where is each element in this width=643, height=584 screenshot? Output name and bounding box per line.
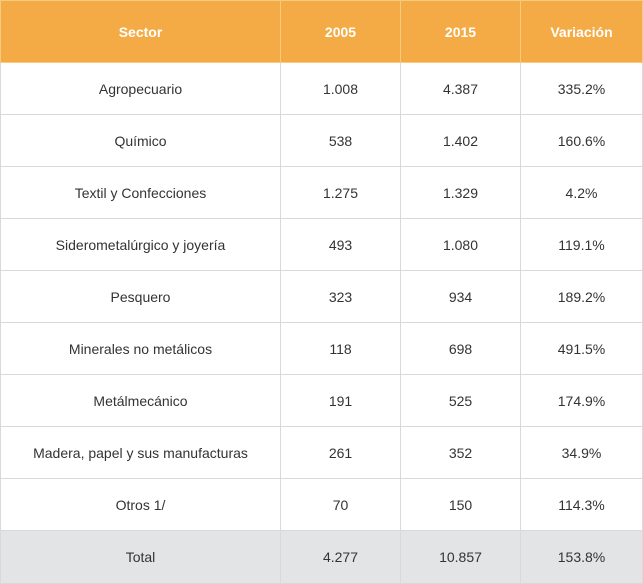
cell-variacion: 34.9% — [520, 426, 643, 479]
total-row: Total 4.277 10.857 153.8% — [0, 530, 643, 584]
table-row: Madera, papel y sus manufacturas 261 352 34… — [0, 426, 643, 479]
cell-variacion: 335.2% — [520, 62, 643, 115]
cell-variacion: 114.3% — [520, 478, 643, 531]
header-variacion: Variación — [520, 0, 643, 63]
total-2005: 4.277 — [280, 530, 401, 584]
table-row: Químico 538 1.402 160.6% — [0, 114, 643, 167]
table-row: Otros 1/70 150 114.3% — [0, 478, 643, 531]
cell-variacion: 119.1% — [520, 218, 643, 271]
cell-2005: 261 — [280, 426, 401, 479]
cell-2015: 150 — [400, 478, 521, 531]
cell-variacion: 160.6% — [520, 114, 643, 167]
cell-sector: Químico — [0, 114, 281, 167]
cell-2015: 1.329 — [400, 166, 521, 219]
cell-sector: Metálmecánico — [0, 374, 281, 427]
header-2005: 2005 — [280, 0, 401, 63]
table-header-row: Sector 2005 2015 Variación — [0, 0, 643, 63]
cell-sector: Minerales no metálicos — [0, 322, 281, 375]
total-2015: 10.857 — [400, 530, 521, 584]
header-sector: Sector — [0, 0, 281, 63]
cell-variacion: 4.2% — [520, 166, 643, 219]
cell-2015: 1.080 — [400, 218, 521, 271]
cell-2015: 525 — [400, 374, 521, 427]
cell-variacion: 189.2% — [520, 270, 643, 323]
cell-sector: Pesquero — [0, 270, 281, 323]
table-row: Agropecuario 1.008 4.387 335.2% — [0, 62, 643, 115]
header-2015: 2015 — [400, 0, 521, 63]
cell-2005: 191 — [280, 374, 401, 427]
cell-2005: 1.275 — [280, 166, 401, 219]
total-label: Total — [0, 530, 281, 584]
cell-sector: Otros 1/ — [0, 478, 281, 531]
table-row: Pesquero 323 934 189.2% — [0, 270, 643, 323]
cell-2015: 934 — [400, 270, 521, 323]
table-row: Textil y Confecciones 1.275 1.329 4.2% — [0, 166, 643, 219]
cell-2005: 118 — [280, 322, 401, 375]
cell-2015: 698 — [400, 322, 521, 375]
table-row: Siderometalúrgico y joyería 493 1.080 119.1… — [0, 218, 643, 271]
cell-sector: Agropecuario — [0, 62, 281, 115]
cell-2005: 493 — [280, 218, 401, 271]
cell-2015: 4.387 — [400, 62, 521, 115]
cell-variacion: 174.9% — [520, 374, 643, 427]
table-row: Metálmecánico 191 525 174.9% — [0, 374, 643, 427]
cell-2005: 70 — [280, 478, 401, 531]
cell-2015: 352 — [400, 426, 521, 479]
table-row: Minerales no metálicos 118 698 491.5% — [0, 322, 643, 375]
cell-2015: 1.402 — [400, 114, 521, 167]
cell-sector: Siderometalúrgico y joyería — [0, 218, 281, 271]
cell-2005: 1.008 — [280, 62, 401, 115]
cell-variacion: 491.5% — [520, 322, 643, 375]
cell-2005: 323 — [280, 270, 401, 323]
cell-2005: 538 — [280, 114, 401, 167]
cell-sector: Madera, papel y sus manufacturas — [0, 426, 281, 479]
cell-sector: Textil y Confecciones — [0, 166, 281, 219]
total-variacion: 153.8% — [520, 530, 643, 584]
